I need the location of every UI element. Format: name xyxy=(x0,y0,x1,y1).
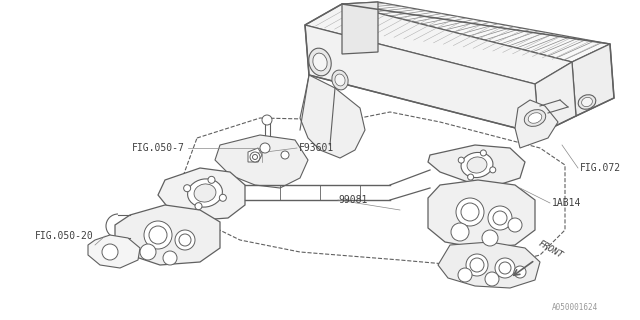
Circle shape xyxy=(208,176,215,183)
Circle shape xyxy=(451,223,469,241)
Circle shape xyxy=(490,167,496,173)
Ellipse shape xyxy=(308,48,332,76)
Polygon shape xyxy=(342,2,610,62)
Polygon shape xyxy=(515,100,558,148)
Ellipse shape xyxy=(582,97,593,107)
Circle shape xyxy=(508,218,522,232)
Ellipse shape xyxy=(313,53,327,71)
Ellipse shape xyxy=(467,157,487,173)
Ellipse shape xyxy=(578,95,596,109)
Text: A050001624: A050001624 xyxy=(552,303,598,312)
Polygon shape xyxy=(305,25,539,134)
Circle shape xyxy=(482,230,498,246)
Circle shape xyxy=(514,266,526,278)
Circle shape xyxy=(468,174,474,180)
Ellipse shape xyxy=(461,152,493,178)
Polygon shape xyxy=(305,4,572,84)
Text: FIG.072: FIG.072 xyxy=(580,163,621,173)
Circle shape xyxy=(458,268,472,282)
Text: FIG.050-20: FIG.050-20 xyxy=(35,231,93,241)
Circle shape xyxy=(184,185,191,192)
Text: 1AB14: 1AB14 xyxy=(552,198,581,208)
Polygon shape xyxy=(300,75,365,158)
Ellipse shape xyxy=(335,74,345,86)
Circle shape xyxy=(102,244,118,260)
Polygon shape xyxy=(438,242,540,288)
Text: FIG.050-7: FIG.050-7 xyxy=(132,143,185,153)
Circle shape xyxy=(262,115,272,125)
Circle shape xyxy=(466,254,488,276)
Circle shape xyxy=(163,251,177,265)
Polygon shape xyxy=(215,135,308,188)
Circle shape xyxy=(175,230,195,250)
Circle shape xyxy=(220,194,227,201)
Polygon shape xyxy=(572,44,614,116)
Ellipse shape xyxy=(188,179,223,207)
Circle shape xyxy=(260,143,270,153)
Polygon shape xyxy=(342,2,378,54)
Polygon shape xyxy=(535,62,576,134)
Text: FRONT: FRONT xyxy=(537,239,564,260)
Ellipse shape xyxy=(528,113,542,123)
Polygon shape xyxy=(428,180,535,248)
Circle shape xyxy=(485,272,499,286)
Polygon shape xyxy=(88,235,140,268)
Circle shape xyxy=(140,244,156,260)
Circle shape xyxy=(481,150,486,156)
Circle shape xyxy=(195,203,202,210)
Circle shape xyxy=(250,152,260,162)
Circle shape xyxy=(281,151,289,159)
Circle shape xyxy=(456,198,484,226)
Ellipse shape xyxy=(524,109,546,126)
Ellipse shape xyxy=(332,70,348,90)
Text: 99081: 99081 xyxy=(338,195,367,205)
Polygon shape xyxy=(115,205,220,265)
Text: F93601: F93601 xyxy=(299,143,334,153)
Circle shape xyxy=(495,258,515,278)
Circle shape xyxy=(144,221,172,249)
Polygon shape xyxy=(158,168,245,220)
Circle shape xyxy=(458,157,464,163)
Polygon shape xyxy=(428,145,525,185)
Ellipse shape xyxy=(194,184,216,202)
Polygon shape xyxy=(248,148,262,162)
Circle shape xyxy=(488,206,512,230)
